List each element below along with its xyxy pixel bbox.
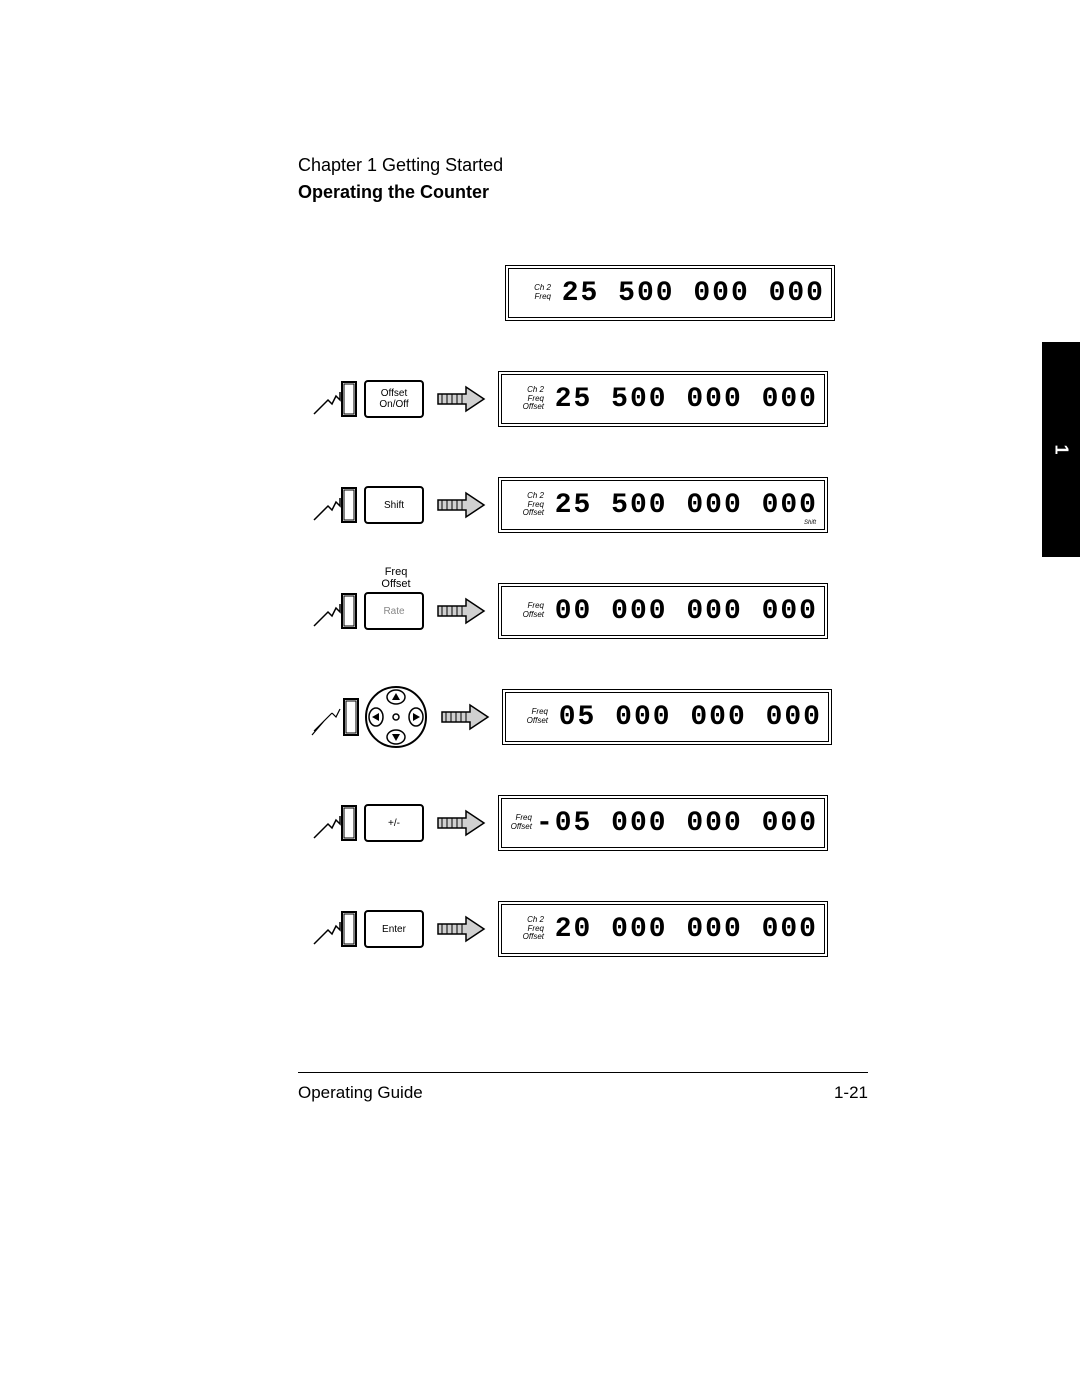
lcd-display: FreqOffset 05 000 000 000 [502,689,832,745]
lcd-digits: 25 500 000 000 [548,384,818,415]
lcd-labels: FreqOffset [508,814,536,832]
chapter-tab-label: 1 [1050,444,1071,454]
lcd-digits: 25 500 000 000 [555,278,825,309]
arrow-icon [436,808,486,838]
button-label: +/- [388,818,400,829]
lcd-shift-indicator: Shift [804,520,816,526]
lcd-display: Ch 2Freq 25 500 000 000 [505,265,835,321]
button-label: Offset [381,388,408,399]
rate-button[interactable]: Freq Offset Rate [364,592,424,630]
lcd-labels: Ch 2Freq [515,284,555,302]
lcd-digits: 25 500 000 000 [548,490,818,521]
step-row: Enter Ch 2FreqOffset 20 000 000 000 [310,891,870,967]
page-footer: Operating Guide 1-21 [298,1072,868,1103]
lcd-display: FreqOffset 00 000 000 000 [498,583,828,639]
lcd-digits: 20 000 000 000 [548,914,818,945]
hand-press-icon [310,798,360,848]
lcd-labels: Ch 2FreqOffset [508,386,548,412]
arrow-icon [436,596,486,626]
lcd-display: Ch 2FreqOffset 25 500 000 000 [498,371,828,427]
step-row: Offset On/Off Ch 2FreqOffset 25 500 000 … [310,361,870,437]
lcd-labels: Ch 2FreqOffset [508,916,548,942]
lcd-display: Ch 2FreqOffset 25 500 000 000 Shift [498,477,828,533]
shift-button[interactable]: Shift [364,486,424,524]
lcd-digits: 00 000 000 000 [548,596,818,627]
page-header: Chapter 1 Getting Started Operating the … [298,155,868,203]
lcd-labels: FreqOffset [512,708,552,726]
hand-press-icon [310,904,360,954]
button-secondary-label: Freq Offset [366,566,426,590]
step-row: Freq Offset Rate FreqOffset 00 000 000 0… [310,573,870,649]
step-row: Ch 2Freq 25 500 000 000 [505,255,870,331]
plusminus-button[interactable]: +/- [364,804,424,842]
offset-onoff-button[interactable]: Offset On/Off [364,380,424,418]
arrow-icon [436,490,486,520]
lcd-labels: FreqOffset [508,602,548,620]
step-row: +/- FreqOffset -05 000 000 000 [310,785,870,861]
lcd-labels: Ch 2FreqOffset [508,492,548,518]
footer-right: 1-21 [834,1083,868,1103]
arrow-icon [440,702,490,732]
lcd-display: FreqOffset -05 000 000 000 [498,795,828,851]
dpad-control[interactable] [364,685,428,749]
button-label: Enter [382,924,406,935]
chapter-tab: 1 [1042,342,1080,557]
footer-left: Operating Guide [298,1083,423,1103]
arrow-icon [436,914,486,944]
lcd-display: Ch 2FreqOffset 20 000 000 000 [498,901,828,957]
hand-press-icon [310,480,360,530]
button-label: Rate [383,606,404,617]
button-label: On/Off [379,399,408,410]
enter-button[interactable]: Enter [364,910,424,948]
hand-multi-press-icon [310,691,362,743]
hand-press-icon [310,374,360,424]
section-title: Operating the Counter [298,182,868,203]
lcd-digits: -05 000 000 000 [536,808,818,839]
arrow-icon [436,384,486,414]
chapter-title: Chapter 1 Getting Started [298,155,868,176]
lcd-digits: 05 000 000 000 [552,702,822,733]
button-label: Shift [384,500,404,511]
instruction-rows: Ch 2Freq 25 500 000 000 Offset On/Off Ch… [310,255,870,997]
step-row: FreqOffset 05 000 000 000 [310,679,870,755]
step-row: Shift Ch 2FreqOffset 25 500 000 000 Shif… [310,467,870,543]
hand-press-icon [310,586,360,636]
